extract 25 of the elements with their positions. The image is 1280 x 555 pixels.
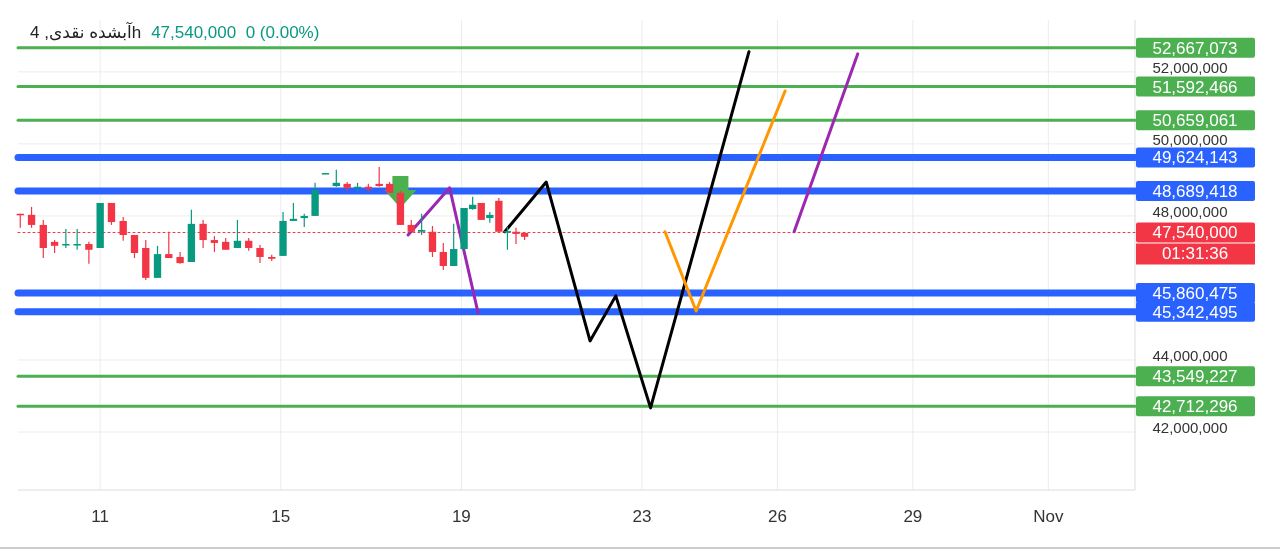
x-tick-label: 23 <box>632 507 652 526</box>
y-tick-label: 48,000,000 <box>1152 202 1228 220</box>
x-tick-label: 11 <box>91 507 109 526</box>
ref-line-label: 47,540,000 <box>1152 223 1238 243</box>
ref-line-label: 50,659,061 <box>1152 111 1238 131</box>
x-tick-label: 15 <box>271 507 291 526</box>
ref-line-label: 49,624,143 <box>1152 148 1238 168</box>
ref-line-label: 48,689,418 <box>1152 182 1238 202</box>
ref-line-label: 52,667,073 <box>1152 38 1238 58</box>
ref-line-label: 42,712,296 <box>1152 397 1238 417</box>
ref-line-label: 45,342,495 <box>1152 302 1238 322</box>
ref-line-label: 43,549,227 <box>1152 367 1238 387</box>
x-tick-label: Nov <box>1033 507 1064 526</box>
chart-title: آبشده نقدی, 4h <box>30 23 142 42</box>
ref-line-label: 51,592,466 <box>1152 77 1238 97</box>
x-tick-label: 19 <box>451 507 471 526</box>
y-tick-label: 42,000,000 <box>1152 419 1228 437</box>
x-tick-label: 26 <box>767 507 787 526</box>
y-tick-label: 44,000,000 <box>1152 346 1228 364</box>
ref-line-label: 45,860,475 <box>1152 283 1238 303</box>
text: 01:31:36 <box>1161 244 1229 264</box>
x-tick-label: 29 <box>903 507 923 526</box>
y-tick-label: 52,000,000 <box>1152 58 1228 76</box>
y-tick-label: 50,000,000 <box>1152 130 1228 148</box>
chart-subtitle: 47,540,000 0 (0.00%) <box>151 23 320 42</box>
